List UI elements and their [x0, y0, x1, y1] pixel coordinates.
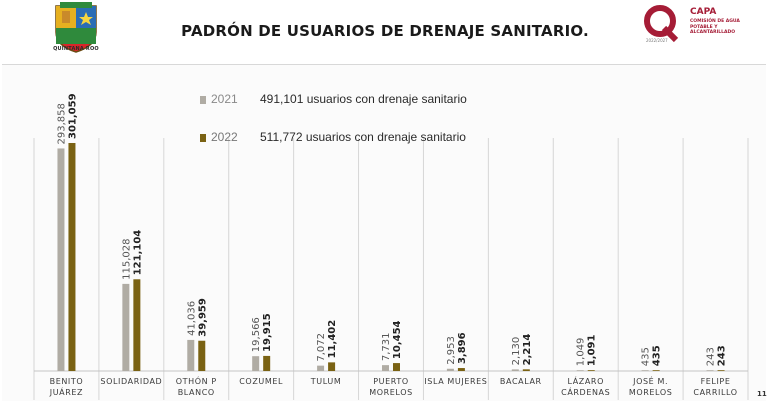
bar-2021 — [706, 370, 714, 371]
category-label: ISLA MUJERES — [424, 377, 487, 386]
data-label-2021: 1,049 — [576, 338, 587, 367]
category-label: BLANCO — [178, 388, 215, 397]
data-label-2022: 301,059 — [67, 93, 78, 139]
bar-2021 — [122, 283, 130, 371]
quintana-roo-shield-icon — [55, 2, 97, 53]
bar-2021 — [511, 369, 519, 371]
data-label-2021: 435 — [641, 347, 652, 366]
data-label-2021: 19,566 — [251, 317, 262, 352]
capa-years: 2022/2027 — [646, 38, 668, 43]
bar-2022 — [587, 370, 595, 371]
category-label: LÁZARO — [567, 375, 604, 386]
legend-swatch-2022 — [200, 134, 206, 142]
data-label-2021: 243 — [706, 347, 717, 366]
legend-year-2022: 2022 — [211, 130, 238, 144]
category-label: BACALAR — [500, 377, 542, 386]
bar-2021 — [446, 368, 454, 371]
bar-2022 — [717, 370, 725, 371]
data-label-2022: 3,896 — [457, 332, 468, 364]
header: QUINTANA ROO PADRÓN DE USUARIOS DE DRENA… — [0, 0, 768, 62]
category-label: CÁRDENAS — [561, 386, 610, 397]
bar-2022 — [198, 340, 206, 371]
bar-2022 — [68, 143, 76, 371]
page-title: PADRÓN DE USUARIOS DE DRENAJE SANITARIO. — [181, 22, 589, 40]
category-label: OTHÓN P — [176, 375, 217, 386]
data-label-2022: 2,214 — [522, 334, 533, 366]
data-label-2021: 2,953 — [446, 336, 457, 365]
bar-2022 — [522, 369, 530, 371]
bar-2021 — [382, 365, 389, 371]
category-label: COZUMEL — [239, 377, 283, 386]
data-label-2021: 7,731 — [381, 333, 392, 362]
category-label: FELIPE — [701, 377, 731, 386]
data-label-2022: 39,959 — [197, 298, 208, 337]
bar-2021 — [57, 148, 65, 371]
legend-swatch-2021 — [200, 96, 206, 104]
category-label: JUÁREZ — [49, 386, 83, 397]
bar-2022 — [328, 362, 336, 371]
data-label-2021: 41,036 — [186, 301, 197, 336]
data-label-2021: 2,130 — [511, 337, 522, 366]
data-label-2022: 121,104 — [132, 230, 143, 276]
data-label-2022: 435 — [652, 345, 663, 366]
bar-2021 — [576, 370, 584, 371]
bar-2021 — [187, 339, 195, 371]
data-label-2021: 7,072 — [316, 333, 327, 362]
category-label: PUERTO — [373, 377, 409, 386]
legend-text-2021: 491,101 usuarios con drenaje sanitario — [260, 92, 467, 106]
data-label-2022: 10,454 — [392, 320, 403, 359]
capa-subtitle: COMISIÓN DE AGUA POTABLE Y ALCANTARILLAD… — [690, 19, 740, 35]
bar-2022 — [457, 368, 465, 371]
bar-2021 — [317, 365, 325, 371]
data-label-2022: 11,402 — [327, 320, 338, 359]
data-label-2022: 19,915 — [262, 313, 273, 352]
capa-logo-icon — [644, 5, 679, 43]
category-label: MORELOS — [629, 388, 673, 397]
category-label: BENITO — [50, 377, 84, 386]
category-label: SOLIDARIDAD — [100, 377, 162, 386]
data-label-2022: 1,091 — [587, 335, 598, 367]
bar-2021 — [641, 370, 649, 371]
category-label: CARRILLO — [693, 388, 737, 397]
bar-2022 — [133, 279, 141, 371]
state-logo-text: QUINTANA ROO — [53, 46, 99, 52]
data-label-2021: 115,028 — [121, 239, 132, 280]
data-label-2021: 293,858 — [56, 103, 67, 144]
capa-name: CAPA — [690, 7, 717, 17]
bar-2022 — [652, 370, 660, 371]
category-label: TULUM — [310, 377, 342, 386]
data-label-2022: 243 — [717, 345, 728, 366]
legend-year-2021: 2021 — [211, 92, 238, 106]
category-label: JOSÉ M. — [632, 375, 668, 386]
page-number: 11 — [757, 390, 767, 398]
category-label: MORELOS — [369, 388, 413, 397]
bar-2022 — [263, 355, 271, 371]
bar-2021 — [252, 356, 260, 371]
bar-2022 — [393, 363, 400, 371]
legend-text-2022: 511,772 usuarios con drenaje sanitario — [260, 130, 466, 144]
